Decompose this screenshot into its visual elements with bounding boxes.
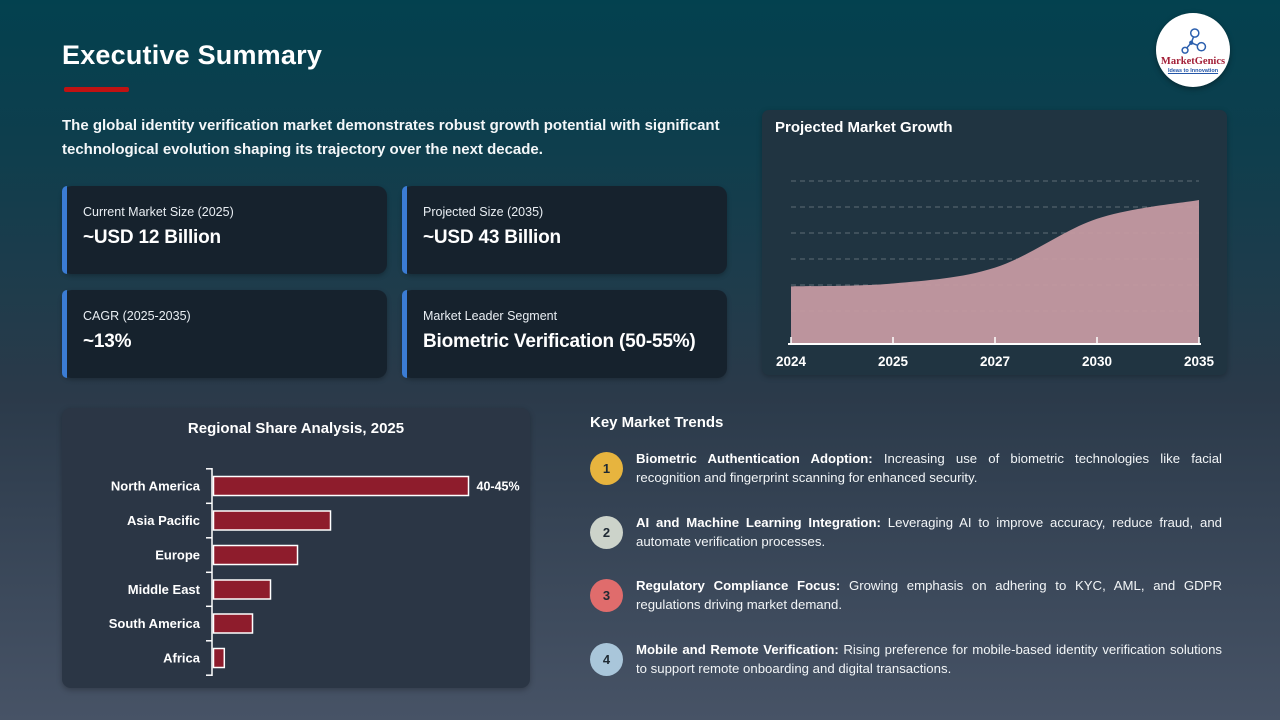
stat-cards: Current Market Size (2025) ~USD 12 Billi… [62,186,727,378]
trend-badge-1: 1 [590,452,623,485]
trends-list: 1 Biometric Authentication Adoption: Inc… [590,449,1222,703]
trend-number: 3 [602,588,611,604]
regional-chart-title: Regional Share Analysis, 2025 [187,420,405,437]
svg-text:Middle East: Middle East [128,582,201,597]
trend-item-3: 3 Regulatory Compliance Focus: Growing e… [590,576,1222,615]
trend-text: Regulatory Compliance Focus: Growing emp… [636,576,1222,615]
trend-badge-4: 4 [590,642,623,676]
trend-number: 4 [602,651,611,667]
trend-number: 1 [602,461,611,476]
trend-body: Growing emphasis on adhering to KYC, AML… [636,578,1222,613]
stat-card-leader-segment: Market Leader Segment Biometric Verifica… [402,290,727,378]
stat-value: ~USD 43 Billion [423,227,561,248]
growth-chart-title: Projected Market Growth [775,119,953,136]
trend-item-1: 1 Biometric Authentication Adoption: Inc… [590,449,1222,488]
svg-text:2027: 2027 [980,354,1010,369]
svg-text:2025: 2025 [878,354,909,369]
trend-title: Regulatory Compliance Focus: [636,578,841,594]
trend-text: AI and Machine Learning Integration: Lev… [636,513,1222,552]
svg-text:Asia Pacific: Asia Pacific [127,513,200,528]
intro-text: The global identity verification market … [62,117,720,159]
stat-card-current-size: Current Market Size (2025) ~USD 12 Billi… [62,186,387,274]
molecule-icon [1177,26,1209,56]
stat-label: Projected Size (2035) [423,205,544,219]
trend-title: Mobile and Remote Verification: [636,641,839,657]
regional-panel: Regional Share Analysis, 2025 North Amer… [62,408,530,688]
svg-text:Europe: Europe [155,548,200,563]
svg-text:North America: North America [111,479,201,494]
stat-value: ~USD 12 Billion [83,227,221,248]
svg-text:40-45%: 40-45% [477,480,520,494]
growth-panel: Projected Market Growth 2024 2025 2027 2030… [762,110,1227,375]
stat-card-projected-size: Projected Size (2035) ~USD 43 Billion [402,186,727,274]
trend-number: 2 [602,524,611,540]
stat-label: Current Market Size (2025) [83,205,234,219]
stat-card-cagr: CAGR (2025-2035) ~13% [62,290,387,378]
trends-heading: Key Market Trends [590,414,724,431]
trend-text: Mobile and Remote Verification: Rising p… [636,640,1222,679]
growth-area-chart: 2024 2025 2027 2030 2035 [776,180,1215,369]
svg-text:South America: South America [109,616,201,631]
logo-tagline: Ideas to Innovation [1167,68,1219,75]
stat-label: CAGR (2025-2035) [83,309,191,323]
trend-title: AI and Machine Learning Integration: [636,514,881,530]
trend-badge-3: 3 [590,579,623,613]
logo: MarketGenics Ideas to Innovation [1156,13,1230,87]
trend-text: Biometric Authentication Adoption: Incre… [636,449,1222,488]
svg-text:2030: 2030 [1082,354,1112,369]
trend-body: Increasing use of biometric technologies… [636,451,1222,486]
trend-item-4: 4 Mobile and Remote Verification: Rising… [590,640,1222,679]
trend-badge-2: 2 [590,515,623,549]
stat-value: ~13% [83,331,132,352]
svg-text:2024: 2024 [776,354,807,369]
trend-item-2: 2 AI and Machine Learning Integration: L… [590,513,1222,552]
trend-body: Rising preference for mobile-based ident… [636,641,1222,676]
stat-label: Market Leader Segment [423,309,558,323]
page-title: Executive Summary [62,40,323,70]
title-underline [64,87,129,92]
svg-text:2035: 2035 [1184,354,1215,369]
trend-body: Leveraging AI to improve accuracy, reduc… [636,514,1222,549]
regional-bar-chart: North America 40-45% Asia Pacific Europe Mid… [109,468,520,676]
trend-title: Biometric Authentication Adoption: [636,451,873,466]
svg-text:Africa: Africa [163,651,201,666]
logo-name: MarketGenics [1160,55,1226,67]
stat-value: Biometric Verification (50-55%) [423,331,696,352]
